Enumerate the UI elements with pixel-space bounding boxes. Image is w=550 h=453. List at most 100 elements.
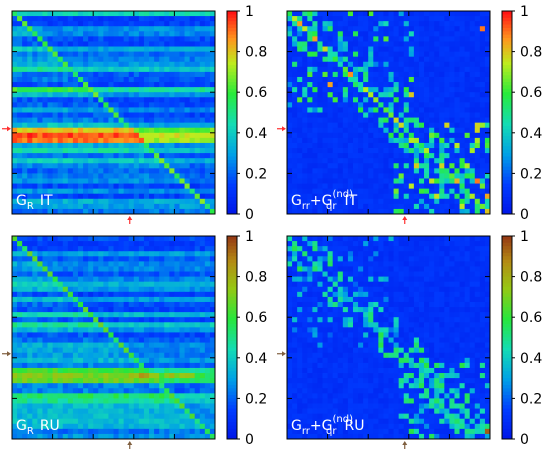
heatmap-cell: [404, 128, 409, 133]
heatmap-cell: [17, 123, 22, 128]
heatmap-cell: [434, 11, 439, 16]
heatmap-cell: [12, 163, 17, 168]
heatmap-cell: [460, 143, 465, 148]
heatmap-cell: [200, 77, 205, 82]
heatmap-cell: [414, 52, 419, 57]
heatmap-cell: [134, 36, 139, 41]
heatmap-cell: [12, 383, 17, 388]
heatmap-cell: [444, 138, 449, 143]
heatmap-cell: [185, 72, 190, 77]
heatmap-cell: [185, 368, 190, 373]
heatmap-cell: [164, 297, 169, 302]
heatmap-cell: [124, 92, 129, 97]
heatmap-cell: [73, 292, 78, 297]
heatmap-cell: [444, 123, 449, 128]
heatmap-cell: [124, 287, 129, 292]
heatmap-cell: [460, 173, 465, 178]
heatmap-cell: [119, 246, 124, 251]
heatmap-cell: [174, 102, 179, 107]
heatmap-cell: [53, 388, 58, 393]
heatmap-cell: [63, 277, 68, 282]
heatmap-cell: [389, 143, 394, 148]
heatmap-cell: [454, 173, 459, 178]
heatmap-cell: [114, 332, 119, 337]
heatmap-cell: [373, 204, 378, 209]
heatmap-cell: [27, 251, 32, 256]
heatmap-cell: [114, 393, 119, 398]
heatmap-cell: [22, 57, 27, 62]
heatmap-cell: [312, 11, 317, 16]
heatmap-cell: [353, 118, 358, 123]
heatmap-cell: [17, 107, 22, 112]
heatmap-cell: [179, 297, 184, 302]
heatmap-cell: [103, 16, 108, 21]
heatmap-cell: [169, 204, 174, 209]
heatmap-cell: [83, 388, 88, 393]
heatmap-cell: [373, 143, 378, 148]
heatmap-cell: [348, 62, 353, 67]
heatmap-cell: [149, 204, 154, 209]
heatmap-cell: [439, 194, 444, 199]
heatmap-cell: [53, 87, 58, 92]
heatmap-cell: [37, 133, 42, 138]
heatmap-cell: [17, 251, 22, 256]
heatmap-cell: [119, 398, 124, 403]
heatmap-cell: [129, 332, 134, 337]
heatmap-cell: [78, 246, 83, 251]
heatmap-cell: [343, 158, 348, 163]
heatmap-cell: [98, 241, 103, 246]
heatmap-cell: [144, 251, 149, 256]
heatmap-cell: [73, 414, 78, 419]
heatmap-cell: [205, 241, 210, 246]
heatmap-cell: [12, 16, 17, 21]
heatmap-cell: [108, 327, 113, 332]
heatmap-cell: [119, 168, 124, 173]
heatmap-cell: [363, 133, 368, 138]
heatmap-cell: [287, 138, 292, 143]
heatmap-cell: [200, 128, 205, 133]
heatmap-cell: [93, 282, 98, 287]
heatmap-cell: [27, 92, 32, 97]
heatmap-cell: [297, 97, 302, 102]
heatmap-cell: [363, 241, 368, 246]
heatmap-cell: [439, 26, 444, 31]
heatmap-cell: [73, 403, 78, 408]
heatmap-cell: [185, 403, 190, 408]
heatmap-cell: [32, 272, 37, 277]
heatmap-cell: [129, 77, 134, 82]
heatmap-cell: [58, 307, 63, 312]
heatmap-cell: [134, 332, 139, 337]
heatmap-cell: [63, 199, 68, 204]
heatmap-cell: [27, 153, 32, 158]
heatmap-cell: [144, 261, 149, 266]
heatmap-cell: [88, 133, 93, 138]
colorbar-tick-label: 0.4: [520, 126, 542, 142]
heatmap-cell: [164, 184, 169, 189]
heatmap-cell: [190, 322, 195, 327]
heatmap-cell: [17, 272, 22, 277]
heatmap-cell: [328, 236, 333, 241]
heatmap-cell: [154, 107, 159, 112]
heatmap-cell: [68, 168, 73, 173]
heatmap-cell: [154, 16, 159, 21]
heatmap-cell: [58, 31, 63, 36]
heatmap-cell: [114, 261, 119, 266]
heatmap-cell: [475, 41, 480, 46]
heatmap-cell: [179, 72, 184, 77]
heatmap-cell: [103, 282, 108, 287]
heatmap-cell: [470, 204, 475, 209]
heatmap-cell: [37, 11, 42, 16]
heatmap-cell: [149, 184, 154, 189]
heatmap-cell: [144, 272, 149, 277]
heatmap-cell: [378, 97, 383, 102]
heatmap-cell: [139, 173, 144, 178]
heatmap-cell: [88, 72, 93, 77]
heatmap-cell: [200, 256, 205, 261]
heatmap-cell: [414, 168, 419, 173]
heatmap-cell: [129, 317, 134, 322]
heatmap-cell: [154, 393, 159, 398]
heatmap-cell: [63, 189, 68, 194]
heatmap-cell: [27, 133, 32, 138]
heatmap-cell: [169, 332, 174, 337]
heatmap-cell: [292, 128, 297, 133]
